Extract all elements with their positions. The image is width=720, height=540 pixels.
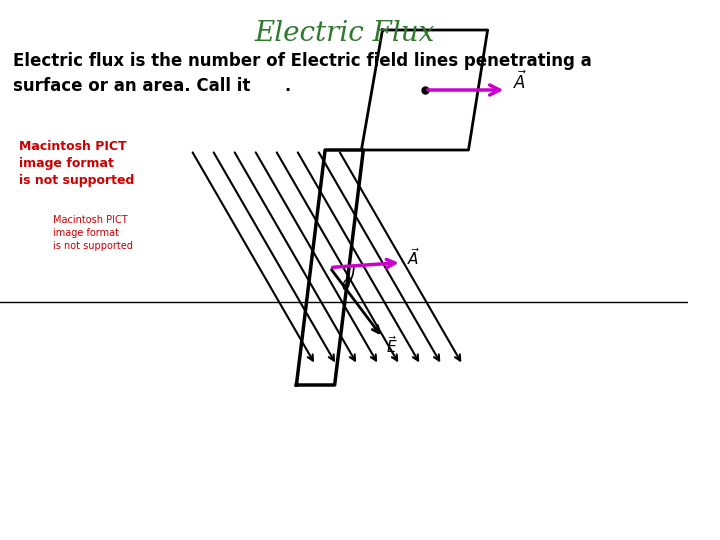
Text: $\theta$: $\theta$	[341, 278, 351, 293]
Text: Electric flux is the number of Electric field lines penetrating a
surface or an : Electric flux is the number of Electric …	[14, 52, 592, 95]
Text: $\vec{A}$: $\vec{A}$	[408, 247, 420, 268]
Text: $\vec{A}$: $\vec{A}$	[513, 71, 527, 93]
Text: Macintosh PICT
image format
is not supported: Macintosh PICT image format is not suppo…	[53, 215, 132, 252]
Text: $\vec{E}$: $\vec{E}$	[386, 335, 398, 356]
Text: Macintosh PICT
image format
is not supported: Macintosh PICT image format is not suppo…	[19, 140, 135, 187]
Text: Electric Flux: Electric Flux	[254, 20, 434, 47]
